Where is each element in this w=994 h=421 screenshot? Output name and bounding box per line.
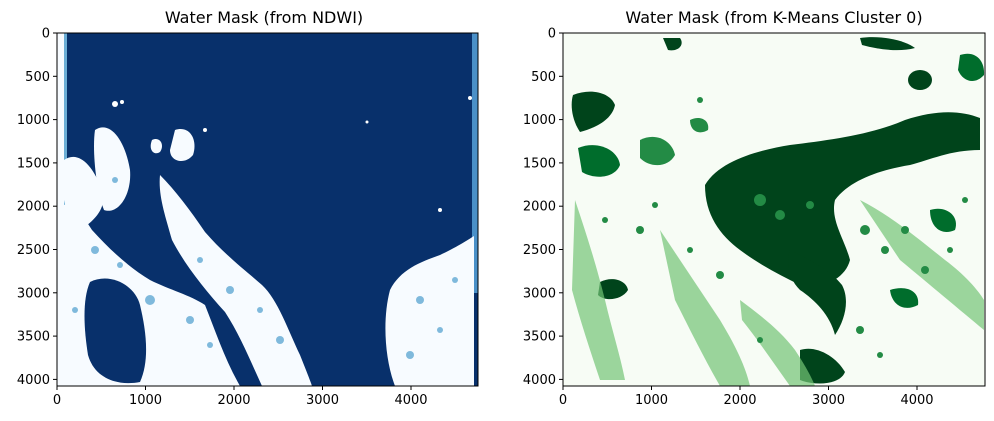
ndwi-axes-frame bbox=[56, 32, 479, 387]
kmeans-y-tick-label: 3500 bbox=[523, 330, 556, 345]
kmeans-title: Water Mask (from K-Means Cluster 0) bbox=[625, 8, 923, 27]
kmeans-x-tick-label: 3000 bbox=[812, 393, 845, 408]
kmeans-y-tick-label: 3000 bbox=[523, 286, 556, 301]
ndwi-x-tick-label: 2000 bbox=[217, 393, 250, 408]
kmeans-y-tick-label: 1500 bbox=[523, 156, 556, 171]
ndwi-y-tick-label: 3500 bbox=[17, 330, 50, 345]
ndwi-image bbox=[57, 33, 478, 386]
kmeans-y-tick-label: 1000 bbox=[523, 113, 556, 128]
kmeans-ticks: 0 1000 2000 3000 400005001000150020002500300… bbox=[523, 27, 934, 409]
ndwi-x-tick-label: 3000 bbox=[306, 393, 339, 408]
kmeans-y-tick-label: 0 bbox=[548, 27, 556, 42]
kmeans-y-tick-label: 500 bbox=[531, 70, 556, 85]
ndwi-ticks: 0 1000 2000 3000 400005001000150020002500300… bbox=[17, 27, 428, 409]
kmeans-x-tick-label: 0 bbox=[559, 393, 567, 408]
ndwi-y-tick-label: 500 bbox=[25, 70, 50, 85]
ndwi-x-tick-label: 4000 bbox=[394, 393, 427, 408]
kmeans-image bbox=[563, 33, 985, 386]
ndwi-x-tick-label: 1000 bbox=[129, 393, 162, 408]
ndwi-y-tick-label: 1500 bbox=[17, 156, 50, 171]
ndwi-x-tick-label: 0 bbox=[53, 393, 61, 408]
kmeans-axes-frame bbox=[562, 32, 986, 387]
ndwi-y-tick-label: 2000 bbox=[17, 200, 50, 215]
ndwi-title: Water Mask (from NDWI) bbox=[164, 8, 364, 27]
ndwi-y-tick-label: 1000 bbox=[17, 113, 50, 128]
ndwi-y-tick-label: 3000 bbox=[17, 286, 50, 301]
kmeans-y-tick-label: 4000 bbox=[523, 373, 556, 388]
kmeans-x-tick-label: 4000 bbox=[900, 393, 933, 408]
kmeans-x-tick-label: 1000 bbox=[635, 393, 668, 408]
ndwi-y-tick-label: 4000 bbox=[17, 373, 50, 388]
ndwi-y-tick-label: 0 bbox=[42, 27, 50, 42]
kmeans-x-tick-label: 2000 bbox=[723, 393, 756, 408]
ndwi-y-tick-label: 2500 bbox=[17, 243, 50, 258]
kmeans-y-tick-label: 2500 bbox=[523, 243, 556, 258]
kmeans-y-tick-label: 2000 bbox=[523, 200, 556, 215]
